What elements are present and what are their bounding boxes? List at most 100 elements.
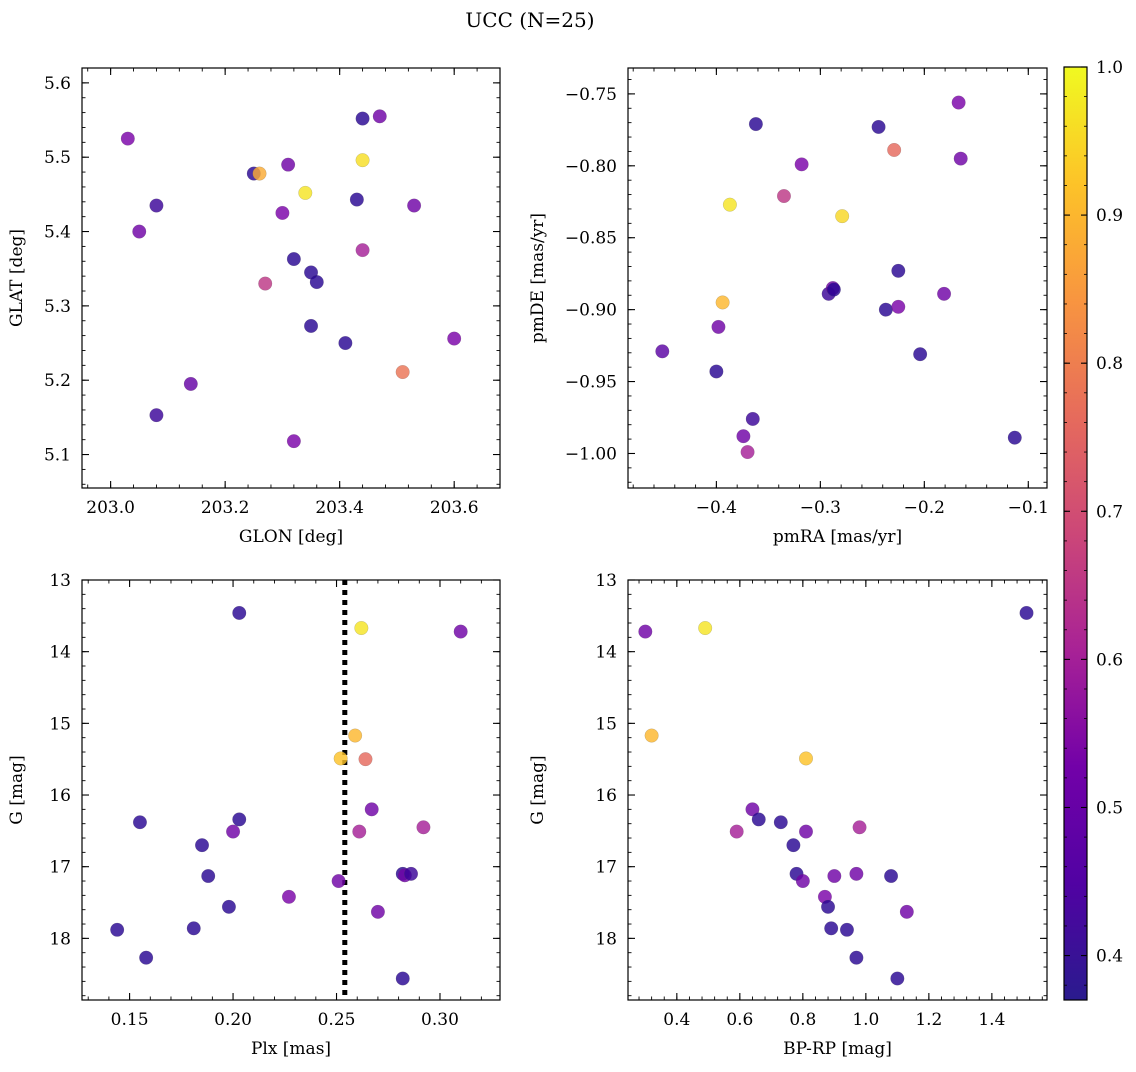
data-point: [195, 838, 210, 853]
data-point: [786, 838, 801, 853]
panel-4: 0.4 0.6 0.8 1.0 1.2 1.4 13 14 15 16 17 18 BP-RP [mag…: [528, 571, 1048, 1059]
data-point: [711, 319, 726, 334]
y-tick-label: 5.1: [44, 446, 71, 466]
data-point: [404, 866, 419, 881]
y-tick-label: −0.80: [565, 157, 617, 177]
figure-title: UCC (N=25): [465, 8, 594, 32]
data-point: [407, 198, 422, 213]
colorbar-tick-label: 0.8: [1096, 354, 1123, 374]
data-point: [638, 624, 653, 639]
data-point: [447, 331, 462, 346]
data-point: [354, 621, 369, 636]
colorbar: 0.4 0.5 0.6 0.7 0.8 0.9 1.0: [1063, 58, 1123, 1001]
data-point: [333, 751, 348, 766]
panel-3: 0.15 0.20 0.25 0.30 13 14 15 16 17 18 Plx [mas] G […: [7, 571, 501, 1059]
y-ticks: 13 14 15 16 17 18: [49, 571, 500, 997]
data-point: [773, 815, 788, 830]
y-tick-label: −0.90: [565, 301, 617, 321]
x-tick-label: 203.0: [86, 498, 135, 518]
data-point: [655, 344, 670, 359]
x-ticks: −0.4 −0.3 −0.2 −0.1: [632, 68, 1049, 518]
y-tick-label: 5.6: [44, 74, 71, 94]
data-point: [281, 157, 296, 172]
colorbar-gradient: [1063, 66, 1088, 1001]
data-point: [748, 117, 763, 132]
data-point: [358, 752, 373, 767]
data-point: [395, 365, 410, 380]
data-point: [355, 111, 370, 126]
colorbar-tick-label: 0.9: [1096, 206, 1123, 226]
data-point: [149, 408, 164, 423]
colorbar-tick-label: 0.7: [1096, 502, 1123, 522]
x-tick-label: 0.15: [111, 1010, 149, 1030]
data-point: [913, 347, 928, 362]
data-point: [736, 429, 751, 444]
data-point: [729, 824, 744, 839]
y-axis-label: G [mag]: [7, 755, 27, 824]
data-point: [132, 815, 147, 830]
x-ticks: 0.4 0.6 0.8 1.0 1.2 1.4: [638, 580, 1043, 1030]
data-point: [186, 921, 201, 936]
data-point: [258, 276, 273, 291]
x-tick-label: 0.25: [318, 1010, 356, 1030]
data-point: [355, 243, 370, 258]
data-point: [798, 751, 813, 766]
x-tick-label: 203.6: [430, 498, 479, 518]
y-tick-label: 16: [49, 786, 71, 806]
data-point: [355, 153, 370, 168]
data-point: [795, 874, 810, 889]
data-point: [395, 971, 410, 986]
panel-1: 203.0 203.2 203.4 203.6 5.1 5.2 5.3 5.4 5.5 5.6 GL…: [7, 67, 501, 547]
x-tick-label: 0.8: [789, 1010, 816, 1030]
data-point: [309, 275, 324, 290]
data-point: [110, 922, 125, 937]
data-point: [286, 252, 301, 267]
data-point: [416, 820, 431, 835]
x-tick-label: 203.4: [315, 498, 364, 518]
scatter-points: [638, 605, 1034, 986]
y-tick-label: 18: [49, 929, 71, 949]
y-tick-label: −0.85: [565, 229, 617, 249]
y-ticks: 13 14 15 16 17 18: [595, 571, 1047, 997]
x-axis-label: Plx [mas]: [251, 1039, 331, 1059]
y-tick-label: 16: [595, 786, 617, 806]
data-point: [364, 802, 379, 817]
data-point: [884, 869, 899, 884]
x-tick-label: −0.4: [696, 498, 737, 518]
data-point: [890, 971, 905, 986]
x-tick-label: 0.4: [663, 1010, 690, 1030]
scatter-points: [655, 95, 1022, 460]
colorbar-tick-label: 0.4: [1096, 947, 1123, 967]
x-ticks: 203.0 203.2 203.4 203.6: [86, 68, 501, 518]
y-tick-label: 5.2: [44, 371, 71, 391]
data-point: [849, 950, 864, 965]
colorbar-tick-label: 0.6: [1096, 650, 1123, 670]
data-point: [139, 950, 154, 965]
data-point: [1019, 605, 1034, 620]
data-point: [937, 286, 952, 301]
x-axis-label: GLON [deg]: [239, 527, 343, 547]
data-point: [348, 728, 363, 743]
data-point: [372, 109, 387, 124]
data-point: [798, 824, 813, 839]
y-axis-label: GLAT [deg]: [7, 229, 27, 327]
x-axis-label: pmRA [mas/yr]: [773, 527, 902, 547]
data-point: [953, 151, 968, 166]
data-point: [1007, 430, 1022, 445]
y-tick-label: 5.4: [44, 223, 71, 243]
data-point: [824, 921, 839, 936]
y-tick-label: 14: [595, 643, 617, 663]
data-point: [887, 142, 902, 157]
data-point: [891, 263, 906, 278]
data-point: [201, 869, 216, 884]
data-point: [899, 904, 914, 919]
y-tick-label: 17: [49, 858, 71, 878]
data-point: [839, 922, 854, 937]
data-point: [852, 820, 867, 835]
x-ticks: 0.15 0.20 0.25 0.30: [87, 580, 482, 1030]
colorbar-tick-label: 0.5: [1096, 798, 1123, 818]
data-point: [183, 376, 198, 391]
y-tick-label: 15: [49, 714, 71, 734]
data-point: [352, 824, 367, 839]
panels: 203.0 203.2 203.4 203.6 5.1 5.2 5.3 5.4 5.5 5.6 GL…: [7, 67, 1049, 1059]
